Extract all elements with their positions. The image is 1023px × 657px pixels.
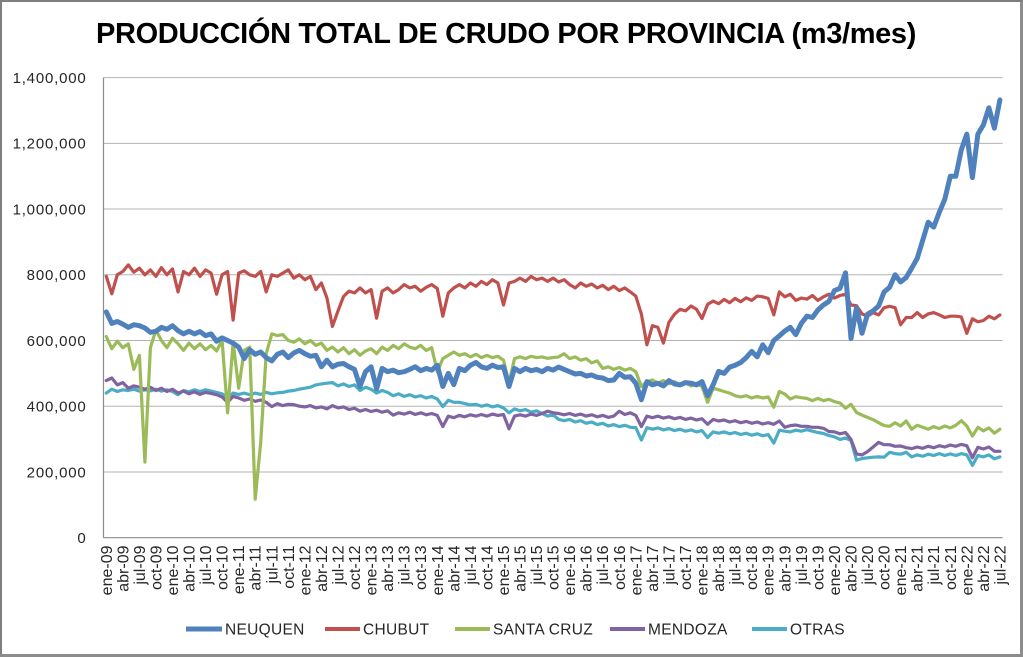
svg-text:SANTA CRUZ: SANTA CRUZ [493,621,593,638]
svg-text:0: 0 [77,530,86,547]
svg-text:ene-15: ene-15 [496,545,513,595]
svg-text:ene-16: ene-16 [562,545,579,595]
svg-text:1,400,000: 1,400,000 [13,70,87,87]
svg-text:abr-16: abr-16 [579,545,596,591]
svg-text:CHUBUT: CHUBUT [363,621,430,638]
svg-text:PRODUCCIÓN TOTAL DE CRUDO POR: PRODUCCIÓN TOTAL DE CRUDO POR PROVINCIA … [96,16,916,50]
svg-text:jul-18: jul-18 [728,545,745,585]
svg-text:400,000: 400,000 [27,399,87,416]
svg-text:ene-18: ene-18 [695,545,712,595]
svg-text:oct-19: oct-19 [810,545,827,590]
svg-text:ene-19: ene-19 [761,545,778,595]
svg-text:jul-09: jul-09 [132,545,149,585]
svg-text:jul-22: jul-22 [992,545,1009,585]
svg-text:200,000: 200,000 [27,464,87,481]
svg-text:abr-09: abr-09 [115,545,132,591]
svg-text:oct-10: oct-10 [215,545,232,590]
svg-text:abr-19: abr-19 [777,545,794,591]
svg-text:1,200,000: 1,200,000 [13,136,87,153]
svg-text:oct-13: oct-13 [413,545,430,590]
svg-text:abr-10: abr-10 [182,545,199,591]
svg-text:MENDOZA: MENDOZA [648,621,728,638]
svg-text:abr-15: abr-15 [513,545,530,591]
svg-text:1,000,000: 1,000,000 [13,201,87,218]
svg-text:ene-20: ene-20 [827,545,844,595]
svg-text:ene-22: ene-22 [959,545,976,595]
svg-text:ene-17: ene-17 [628,545,645,595]
svg-text:oct-18: oct-18 [744,545,761,590]
svg-text:jul-15: jul-15 [529,545,546,585]
svg-text:ene-10: ene-10 [165,545,182,595]
svg-text:jul-19: jul-19 [794,545,811,585]
svg-text:jul-21: jul-21 [926,545,943,585]
svg-text:abr-12: abr-12 [314,545,331,591]
svg-text:NEUQUEN: NEUQUEN [225,621,305,638]
svg-text:OTRAS: OTRAS [790,621,845,638]
svg-text:abr-14: abr-14 [446,545,463,591]
svg-text:jul-17: jul-17 [661,545,678,585]
svg-text:600,000: 600,000 [27,333,87,350]
svg-text:ene-09: ene-09 [99,545,116,595]
svg-text:abr-22: abr-22 [976,545,993,591]
svg-text:abr-11: abr-11 [248,545,265,590]
svg-text:ene-14: ene-14 [430,545,447,595]
svg-text:jul-12: jul-12 [331,545,348,585]
svg-text:oct-11: oct-11 [281,545,298,588]
svg-text:oct-14: oct-14 [479,545,496,590]
svg-text:oct-09: oct-09 [148,545,165,590]
svg-text:jul-11: jul-11 [264,545,281,584]
svg-text:ene-11: ene-11 [231,545,248,594]
svg-text:oct-16: oct-16 [612,545,629,590]
svg-text:jul-10: jul-10 [198,545,215,585]
svg-text:jul-13: jul-13 [397,545,414,585]
svg-text:jul-20: jul-20 [860,545,877,585]
svg-text:800,000: 800,000 [27,267,87,284]
svg-text:oct-17: oct-17 [678,545,695,590]
svg-text:oct-12: oct-12 [347,545,364,590]
svg-text:ene-21: ene-21 [893,545,910,595]
svg-text:abr-20: abr-20 [844,545,861,591]
svg-text:ene-13: ene-13 [364,545,381,595]
svg-text:abr-13: abr-13 [380,545,397,591]
svg-text:jul-16: jul-16 [595,545,612,585]
svg-text:jul-14: jul-14 [463,545,480,585]
svg-text:abr-18: abr-18 [711,545,728,591]
svg-text:abr-17: abr-17 [645,545,662,591]
svg-text:ene-12: ene-12 [297,545,314,595]
svg-text:oct-15: oct-15 [546,545,563,590]
svg-text:abr-21: abr-21 [910,545,927,591]
svg-text:oct-20: oct-20 [877,545,894,590]
svg-text:oct-21: oct-21 [943,545,960,590]
